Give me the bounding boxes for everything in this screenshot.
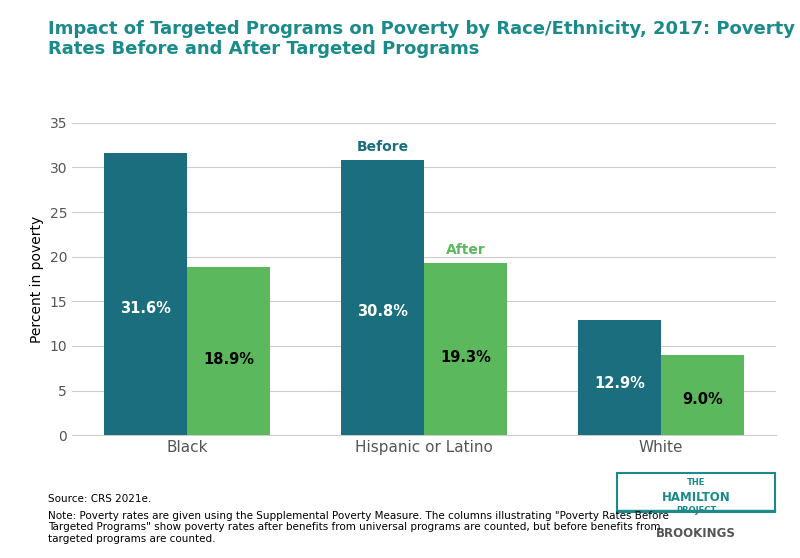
Text: Note: Poverty rates are given using the Supplemental Poverty Measure. The column: Note: Poverty rates are given using the … [48, 511, 669, 543]
Text: 12.9%: 12.9% [594, 376, 645, 391]
Bar [341, 160, 424, 435]
Text: 31.6%: 31.6% [120, 301, 171, 316]
Text: Before: Before [357, 140, 409, 154]
Text: THE: THE [687, 478, 705, 487]
FancyBboxPatch shape [617, 473, 775, 512]
Text: Source: CRS 2021e.: Source: CRS 2021e. [48, 494, 151, 504]
Bar [578, 320, 661, 435]
Text: 9.0%: 9.0% [682, 392, 723, 407]
Text: Impact of Targeted Programs on Poverty by Race/Ethnicity, 2017: Poverty
Rates Be: Impact of Targeted Programs on Poverty b… [48, 20, 795, 59]
Text: BROOKINGS: BROOKINGS [656, 527, 736, 540]
Text: 30.8%: 30.8% [357, 304, 408, 319]
Bar [187, 267, 270, 435]
Bar [661, 355, 744, 435]
Text: PROJECT: PROJECT [676, 506, 716, 515]
Text: 19.3%: 19.3% [440, 350, 491, 365]
Text: HAMILTON: HAMILTON [662, 490, 730, 503]
Bar [424, 263, 507, 435]
Text: 18.9%: 18.9% [203, 352, 254, 367]
Y-axis label: Percent in poverty: Percent in poverty [30, 215, 44, 343]
Bar [104, 153, 187, 435]
Text: After: After [446, 243, 486, 257]
